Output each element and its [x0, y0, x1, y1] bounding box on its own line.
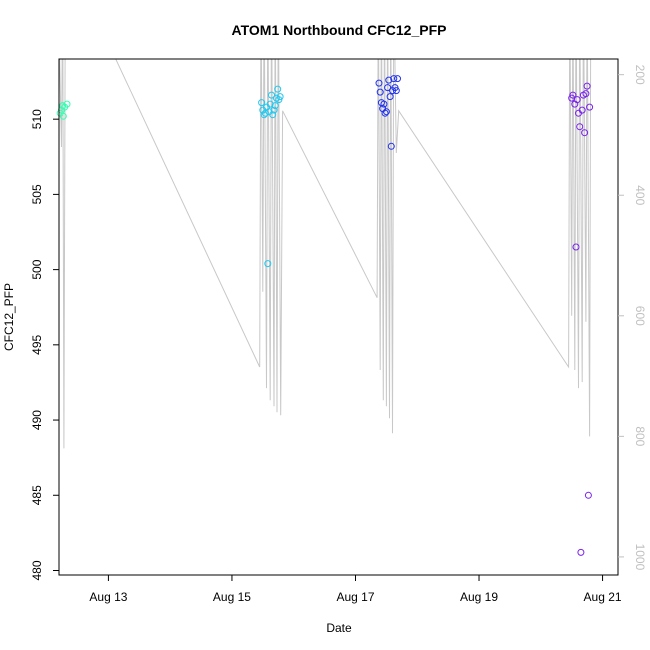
y-tick-label: 510: [30, 109, 44, 129]
data-point: [387, 142, 395, 150]
y-axis-label: CFC12_PFP: [2, 283, 16, 351]
data-point: [586, 103, 594, 111]
data-point: [582, 90, 590, 98]
secondary-series: [59, 59, 592, 449]
data-point: [390, 75, 398, 83]
data-point: [59, 112, 67, 120]
data-point: [63, 100, 71, 108]
data-point: [583, 82, 591, 90]
x-tick-label: Aug 17: [336, 590, 374, 604]
y2-tick-label: 800: [633, 426, 647, 446]
data-point: [581, 129, 589, 137]
data-points: [56, 75, 594, 556]
chart-title: ATOM1 Northbound CFC12_PFP: [232, 22, 447, 38]
data-point: [382, 108, 390, 116]
data-point: [376, 88, 384, 96]
data-point: [274, 85, 282, 93]
data-point: [569, 91, 577, 99]
data-point: [264, 260, 272, 268]
data-point: [386, 93, 394, 101]
y-tick-label: 480: [30, 560, 44, 580]
secondary-series-line: [59, 59, 592, 449]
x-tick-label: Aug 19: [460, 590, 498, 604]
data-point: [576, 123, 584, 131]
data-point: [381, 109, 389, 117]
y2-tick-label: 600: [633, 306, 647, 326]
data-point: [375, 79, 383, 87]
y-tick-label: 490: [30, 410, 44, 430]
y2-tick-label: 400: [633, 185, 647, 205]
data-point: [584, 491, 592, 499]
data-point: [268, 91, 275, 99]
data-point: [394, 75, 401, 83]
data-point: [260, 111, 268, 119]
y-tick-label: 505: [30, 184, 44, 204]
data-point: [572, 243, 580, 251]
y-tick-label: 485: [30, 485, 44, 505]
data-point: [276, 93, 284, 101]
data-point: [271, 102, 279, 110]
y-tick-label: 500: [30, 259, 44, 279]
data-point: [385, 76, 393, 84]
plot-frame: [58, 58, 619, 576]
data-point: [577, 548, 585, 556]
y2-axis: 200 400 600 800 1000: [618, 65, 647, 571]
x-tick-label: Aug 13: [89, 590, 127, 604]
data-point: [384, 84, 392, 92]
data-point: [258, 99, 266, 107]
y-axis: 480 485 490 495 500 505 510: [30, 109, 59, 581]
data-point: [270, 106, 278, 114]
x-axis: Aug 13 Aug 15 Aug 17 Aug 19 Aug 21: [89, 575, 622, 604]
y2-tick-label: 1000: [633, 544, 647, 571]
y2-tick-label: 200: [633, 65, 647, 85]
data-point: [59, 102, 67, 110]
data-point: [392, 87, 400, 95]
x-tick-label: Aug 21: [584, 590, 622, 604]
data-point: [266, 100, 274, 108]
data-point: [573, 96, 581, 104]
x-tick-label: Aug 15: [213, 590, 251, 604]
y-tick-label: 495: [30, 334, 44, 354]
data-point: [269, 111, 277, 119]
data-point: [380, 100, 388, 108]
data-point: [578, 106, 586, 114]
x-axis-label: Date: [326, 621, 352, 635]
